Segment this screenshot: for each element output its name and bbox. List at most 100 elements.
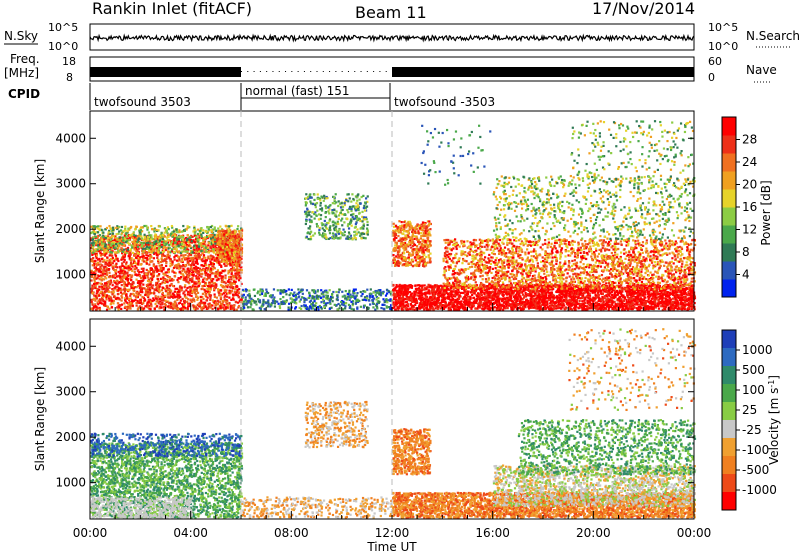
- power-data-cell: [167, 236, 169, 238]
- power-data-cell: [293, 295, 295, 297]
- power-data-cell: [91, 242, 93, 244]
- power-data-cell: [367, 195, 369, 197]
- power-data-cell: [336, 296, 338, 298]
- power-data-cell: [148, 250, 150, 252]
- power-data-cell: [204, 282, 206, 284]
- power-data-cell: [380, 307, 382, 309]
- power-data-cell: [306, 289, 308, 291]
- power-data-cell: [232, 298, 234, 300]
- power-data-cell: [177, 291, 179, 293]
- freq-label-2: [MHz]: [4, 66, 39, 80]
- power-data-cell: [368, 299, 370, 301]
- power-data-cell: [305, 304, 307, 306]
- power-data-cell: [241, 269, 243, 271]
- power-data-cell: [188, 264, 190, 266]
- power-data-cell: [344, 305, 346, 307]
- power-data-cell: [187, 234, 189, 236]
- freq-dot: [254, 71, 255, 72]
- power-data-cell: [200, 300, 202, 302]
- power-data-cell: [194, 229, 196, 231]
- power-data-cell: [238, 305, 240, 307]
- power-data-cell: [382, 292, 384, 294]
- power-data-cell: [230, 276, 232, 278]
- power-data-cell: [355, 206, 357, 208]
- freq-dot: [367, 71, 368, 72]
- power-data-cell: [350, 214, 352, 216]
- power-data-cell: [236, 233, 238, 235]
- power-data-cell: [198, 243, 200, 245]
- power-data-cell: [203, 289, 205, 291]
- power-data-cell: [194, 241, 196, 243]
- power-data-cell: [223, 233, 225, 235]
- power-data-cell: [325, 205, 327, 207]
- power-data-cell: [288, 303, 290, 305]
- power-data-cell: [299, 307, 301, 309]
- power-data-cell: [345, 199, 347, 201]
- power-data-cell: [143, 250, 145, 252]
- power-data-cell: [363, 306, 365, 308]
- power-data-cell: [169, 277, 171, 279]
- power-data-cell: [160, 261, 162, 263]
- power-data-cell: [316, 210, 318, 212]
- power-data-cell: [242, 289, 244, 291]
- power-data-cell: [106, 274, 108, 276]
- power-data-cell: [155, 265, 157, 267]
- freq-dot: [348, 71, 349, 72]
- power-data-cell: [157, 229, 159, 231]
- power-data-cell: [133, 290, 135, 292]
- power-data-cell: [290, 292, 292, 294]
- power-data-cell: [312, 203, 314, 205]
- power-data-cell: [161, 255, 163, 257]
- freq-dot: [354, 71, 355, 72]
- power-data-cell: [155, 241, 157, 243]
- power-data-cell: [217, 254, 219, 256]
- power-data-cell: [141, 296, 143, 298]
- power-data-cell: [414, 244, 416, 246]
- power-data-cell: [195, 236, 197, 238]
- power-data-cell: [254, 295, 256, 297]
- power-data-cell: [207, 297, 209, 299]
- power-data-cell: [317, 193, 319, 195]
- power-data-cell: [253, 309, 255, 311]
- power-data-cell: [126, 308, 128, 310]
- power-data-cell: [228, 297, 230, 299]
- power-data-cell: [388, 306, 390, 308]
- power-data-cell: [117, 260, 119, 262]
- power-data-cell: [230, 278, 232, 280]
- power-data-cell: [225, 282, 227, 284]
- power-data-cell: [361, 220, 363, 222]
- power-data-cell: [166, 279, 168, 281]
- power-data-cell: [323, 195, 325, 197]
- power-data-cell: [160, 296, 162, 298]
- nsky-trace: [90, 36, 694, 41]
- power-data-cell: [176, 260, 178, 262]
- power-data-cell: [366, 297, 368, 299]
- power-data-cell: [420, 237, 422, 239]
- power-data-cell: [378, 293, 380, 295]
- power-data-cell: [414, 227, 416, 229]
- power-data-cell: [125, 233, 127, 235]
- power-data-cell: [347, 293, 349, 295]
- power-data-cell: [229, 244, 231, 246]
- power-data-cell: [303, 299, 305, 301]
- power-data-cell: [240, 247, 242, 249]
- power-data-cell: [426, 246, 428, 248]
- power-data-cell: [237, 251, 239, 253]
- power-data-cell: [331, 209, 333, 211]
- power-data-cell: [97, 262, 99, 264]
- power-data-cell: [184, 284, 186, 286]
- freq-dot: [304, 71, 305, 72]
- power-data-cell: [185, 280, 187, 282]
- power-data-cell: [230, 255, 232, 257]
- power-data-cell: [338, 229, 340, 231]
- power-data-cell: [210, 263, 212, 265]
- power-data-cell: [122, 256, 124, 258]
- power-data-cell: [129, 283, 131, 285]
- power-data-cell: [232, 264, 234, 266]
- power-data-cell: [332, 202, 334, 204]
- power-data-cell: [148, 231, 150, 233]
- power-data-cell: [131, 270, 133, 272]
- power-data-cell: [348, 231, 350, 233]
- power-data-cell: [408, 257, 410, 259]
- power-data-cell: [200, 254, 202, 256]
